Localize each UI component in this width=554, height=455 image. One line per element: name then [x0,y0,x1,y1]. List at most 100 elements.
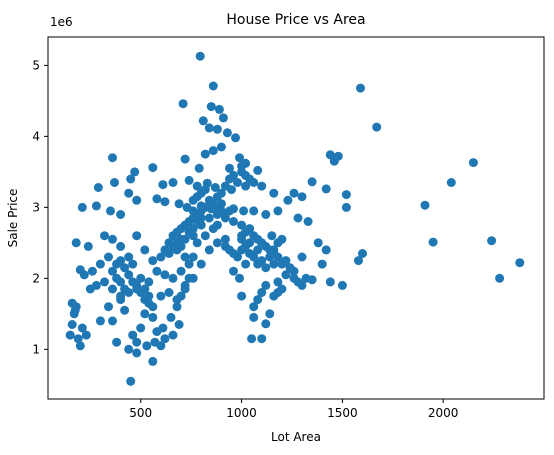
scatter-point-94 [265,309,275,319]
scatter-point-33 [110,178,119,187]
scatter-point-20 [329,156,339,166]
y-tick-label-1: 2 [32,271,40,285]
scatter-point-4 [206,102,216,112]
scatter-point-150 [65,330,75,340]
scatter-point-48 [341,190,351,200]
scatter-point-73 [487,236,497,246]
scatter-point-148 [229,217,238,226]
scatter-point-18 [325,150,335,160]
scatter-point-166 [132,337,142,347]
scatter-point-270 [237,234,247,244]
scatter-point-92 [253,295,263,305]
scatter-point-126 [192,238,202,248]
scatter-point-165 [128,330,138,340]
scatter-point-15 [216,142,226,152]
scatter-point-6 [198,116,208,126]
scatter-point-208 [229,249,238,258]
scatter-point-183 [124,344,134,354]
scatter-point-5 [214,104,224,114]
scatter-point-188 [168,330,178,340]
scatter-point-90 [261,280,271,290]
scatter-point-212 [249,252,259,262]
scatter-point-75 [358,249,367,258]
scatter-point-84 [321,245,331,255]
scatter-point-255 [180,234,190,244]
scatter-point-193 [108,284,117,294]
scatter-point-125 [184,259,194,269]
scatter-point-91 [257,288,267,297]
scatter-point-160 [95,316,105,326]
scatter-point-186 [150,337,160,347]
scatter-point-49 [420,200,430,210]
scatter-point-155 [70,305,80,315]
x-tick-label-2: 1500 [327,406,358,420]
scatter-point-46 [289,188,299,198]
scatter-point-260 [108,266,117,276]
scatter-point-53 [116,210,126,219]
y-axis-label: Sale Price [6,189,20,248]
scatter-point-2 [356,83,365,93]
scatter-point-97 [247,334,257,344]
scatter-point-168 [140,309,150,319]
y-axis-ticks: 1 2 3 4 5 [32,58,48,356]
scatter-point-170 [148,312,158,322]
scatter-point-189 [174,320,184,329]
scatter-point-41 [210,183,220,192]
chart-title: House Price vs Area [226,12,365,28]
scatter-point-108 [253,245,263,255]
scatter-point-135 [124,252,134,262]
scatter-point-136 [132,231,142,241]
scatter-point-74 [428,237,438,247]
scatter-point-69 [283,195,293,205]
scatter-point-7 [218,113,228,123]
scatter-point-138 [148,256,158,266]
scatter-point-107 [241,259,251,269]
scatter-point-113 [95,259,105,269]
scatter-point-82 [317,259,327,269]
scatter-point-80 [325,277,335,287]
scatter-point-134 [116,241,126,251]
scatter-point-22 [108,153,117,163]
scatter-point-3 [178,99,188,109]
scatter-point-137 [140,245,150,255]
scatter-point-202 [180,280,190,290]
scatter-point-95 [261,319,271,329]
scatter-point-132 [100,231,109,241]
scatter-point-131 [83,241,93,251]
scatter-point-279 [273,252,283,262]
x-axis-label: Lot Area [271,430,321,444]
scatter-point-210 [241,241,251,251]
scatter-point-120 [144,277,154,287]
scatter-point-38 [184,175,194,185]
scatter-point-78 [515,258,525,268]
scatter-point-173 [160,334,170,344]
scatter-point-123 [168,273,178,283]
scatter-point-55 [132,195,142,205]
scatter-point-264 [124,270,134,280]
scatter-point-77 [495,273,505,283]
scatter-point-162 [108,316,117,326]
y-tick-label-2: 3 [32,200,40,214]
scatter-point-229 [249,178,259,187]
scatter-point-215 [261,263,271,273]
scatter-point-71 [303,217,313,226]
scatter-point-26 [225,163,234,173]
y-offset-label: 1e6 [50,15,73,29]
scatter-point-272 [245,224,255,234]
scatter-point-47 [297,192,307,202]
scatter-point-122 [160,270,170,280]
scatter-point-263 [120,263,130,273]
scatter-point-11 [222,128,232,138]
scatter-point-181 [148,356,158,366]
scatter-point-182 [112,337,122,347]
scatter-point-119 [136,273,146,283]
scatter-point-1 [208,81,218,91]
scatter-point-269 [144,291,154,301]
x-tick-label-3: 2000 [428,406,459,420]
scatter-point-9 [204,123,214,133]
scatter-point-37 [168,178,178,187]
scatter-point-96 [257,334,267,344]
scatter-point-157 [75,341,85,351]
scatter-point-70 [293,213,303,223]
